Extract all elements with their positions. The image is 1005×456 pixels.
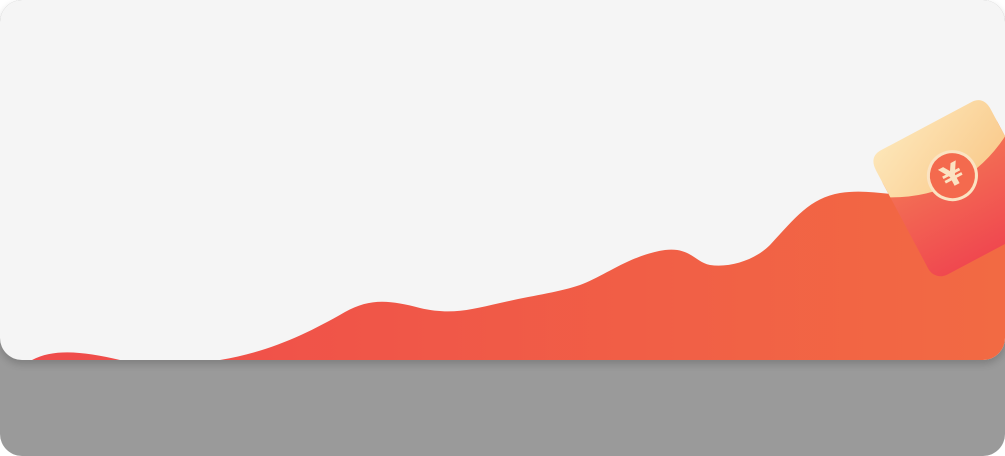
wave-graphic <box>32 168 1005 360</box>
wave-shape <box>32 168 1005 360</box>
banner-card: ¥ <box>0 0 1005 360</box>
